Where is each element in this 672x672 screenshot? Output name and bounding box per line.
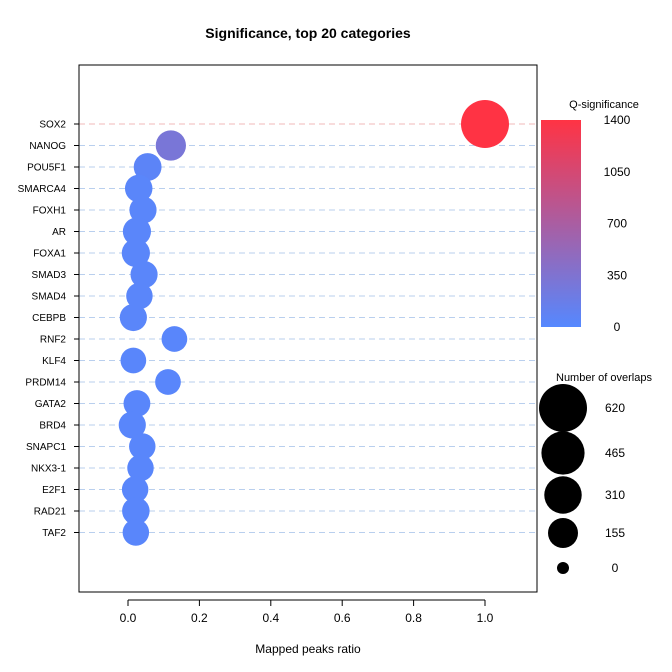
color-legend-bar [541, 120, 581, 327]
x-tick-label: 0.8 [405, 611, 422, 625]
data-points [118, 100, 509, 546]
point-smad3 [130, 260, 158, 289]
category-label-snapc1: SNAPC1 [26, 442, 66, 453]
size-legend-circle [544, 476, 582, 514]
category-label-ar: AR [52, 227, 66, 238]
size-legend-label: 155 [605, 526, 625, 540]
category-label-smad4: SMAD4 [32, 292, 67, 303]
category-label-foxa1: FOXA1 [33, 249, 66, 260]
color-legend-tick-label: 700 [607, 217, 627, 231]
category-label-rnf2: RNF2 [40, 335, 67, 346]
point-foxa1 [121, 238, 150, 268]
category-label-e2f1: E2F1 [42, 485, 66, 496]
x-tick-label: 0.2 [191, 611, 208, 625]
point-rad21 [122, 497, 150, 525]
category-label-smarca4: SMARCA4 [18, 184, 67, 195]
size-legend-circle [557, 562, 569, 574]
point-klf4 [120, 347, 147, 374]
point-ar [122, 217, 152, 246]
category-label-nkx3-1: NKX3-1 [31, 464, 66, 475]
point-taf2 [122, 519, 150, 546]
point-rnf2 [161, 326, 188, 352]
category-label-sox2: SOX2 [39, 120, 66, 131]
plot-frame [78, 64, 538, 593]
x-tick-label: 0.6 [334, 611, 351, 625]
category-label-klf4: KLF4 [42, 356, 66, 367]
size-legend-circle [541, 431, 585, 475]
point-nkx3-1 [127, 454, 154, 482]
point-cebpb [119, 303, 147, 332]
chart-title: Significance, top 20 categories [205, 25, 411, 41]
color-legend-tick-label: 0 [614, 320, 621, 334]
category-label-brd4: BRD4 [39, 421, 66, 432]
category-label-taf2: TAF2 [42, 528, 66, 539]
category-label-cebpb: CEBPB [32, 313, 66, 324]
color-legend-tick-label: 1400 [604, 113, 631, 127]
x-tick-label: 0.0 [120, 611, 137, 625]
point-pou5f1 [133, 153, 162, 181]
color-legend-tick-label: 350 [607, 268, 627, 282]
size-legend-label: 465 [605, 446, 625, 460]
category-label-smad3: SMAD3 [32, 270, 67, 281]
point-snapc1 [129, 433, 156, 460]
category-label-prdm14: PRDM14 [25, 378, 66, 389]
point-prdm14 [155, 369, 181, 395]
x-axis: 0.0 0.2 0.4 0.6 0.8 1.0 [120, 599, 494, 625]
color-legend-tick-label: 1050 [604, 165, 631, 179]
category-labels: SOX2 NANOG POU5F1 SMARCA4 FOXH1 AR FOXA1 SMAD3 S… [18, 120, 79, 539]
category-label-pou5f1: POU5F1 [27, 163, 66, 174]
point-brd4 [118, 411, 146, 439]
category-label-foxh1: FOXH1 [33, 206, 67, 217]
size-legend-circle [548, 518, 578, 548]
point-e2f1 [121, 476, 149, 503]
point-smarca4 [124, 174, 153, 203]
x-tick-label: 0.4 [262, 611, 279, 625]
category-label-rad21: RAD21 [34, 507, 67, 518]
color-legend-ticks: 1400 1050 700 350 0 [604, 113, 631, 334]
point-gata2 [123, 390, 151, 417]
x-axis-label: Mapped peaks ratio [255, 642, 361, 656]
size-legend: Number of overlaps 620 465 310 155 0 [539, 372, 652, 575]
size-legend-circle [539, 384, 587, 432]
x-tick-label: 1.0 [477, 611, 494, 625]
point-foxh1 [129, 196, 157, 224]
grid-lines [79, 123, 537, 533]
category-label-nanog: NANOG [29, 141, 66, 152]
size-legend-items: 620 465 310 155 0 [539, 384, 625, 575]
size-legend-title: Number of overlaps [556, 372, 652, 384]
point-sox2 [461, 100, 509, 148]
color-legend-title: Q-significance [569, 99, 639, 111]
category-label-gata2: GATA2 [35, 399, 67, 410]
color-legend: Q-significance 1400 1050 700 350 0 [541, 99, 639, 334]
size-legend-label: 310 [605, 488, 625, 502]
point-nanog [155, 130, 186, 161]
size-legend-label: 0 [612, 561, 619, 575]
size-legend-label: 620 [605, 401, 625, 415]
point-smad4 [126, 282, 153, 310]
